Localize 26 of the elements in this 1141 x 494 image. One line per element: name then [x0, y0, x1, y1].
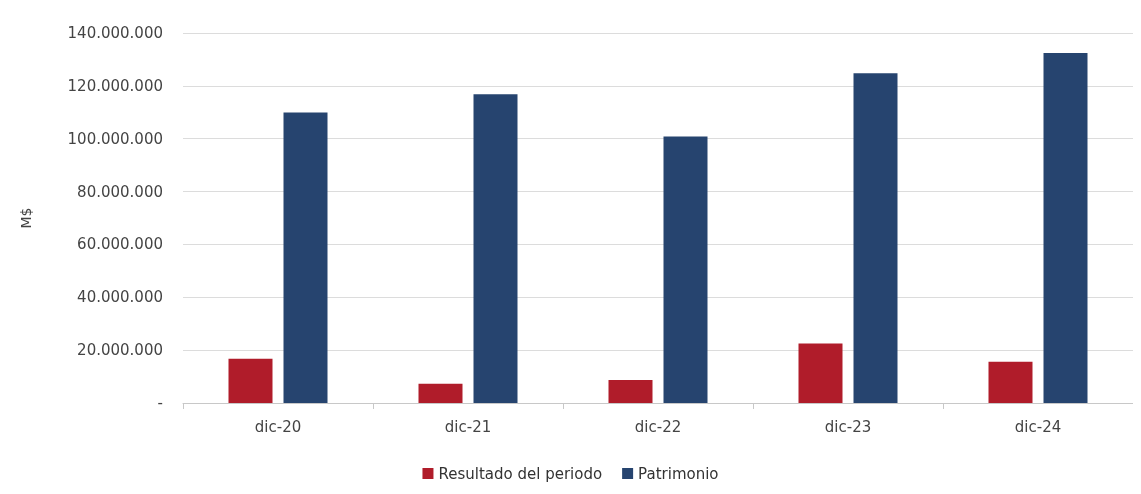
legend-label: Resultado del periodo	[438, 464, 603, 483]
bar	[1043, 53, 1088, 403]
bar	[988, 361, 1033, 403]
y-tick-label: 120.000.000	[67, 76, 163, 95]
x-tick-label: dic-21	[444, 417, 492, 436]
y-tick-label: 20.000.000	[77, 341, 163, 360]
y-tick-label: 60.000.000	[77, 235, 163, 254]
y-tick-label: 40.000.000	[77, 288, 163, 307]
bar	[608, 380, 653, 403]
y-axis-title: M$	[18, 207, 34, 229]
y-tick-label: -	[157, 394, 163, 412]
y-tick-label: 140.000.000	[67, 24, 163, 42]
bar	[798, 343, 843, 403]
bar	[228, 358, 273, 403]
y-tick-label: 80.000.000	[77, 182, 163, 201]
bar	[283, 112, 328, 403]
bar	[853, 73, 898, 403]
x-tick-label: dic-23	[824, 417, 872, 436]
y-tick-label: 100.000.000	[67, 129, 163, 148]
bar	[473, 94, 518, 403]
bar	[663, 136, 708, 403]
bar	[418, 383, 463, 403]
legend-label: Patrimonio	[638, 464, 719, 483]
x-tick-label: dic-22	[634, 417, 682, 436]
x-tick-label: dic-20	[254, 417, 302, 436]
x-tick-label: dic-24	[1014, 417, 1062, 436]
